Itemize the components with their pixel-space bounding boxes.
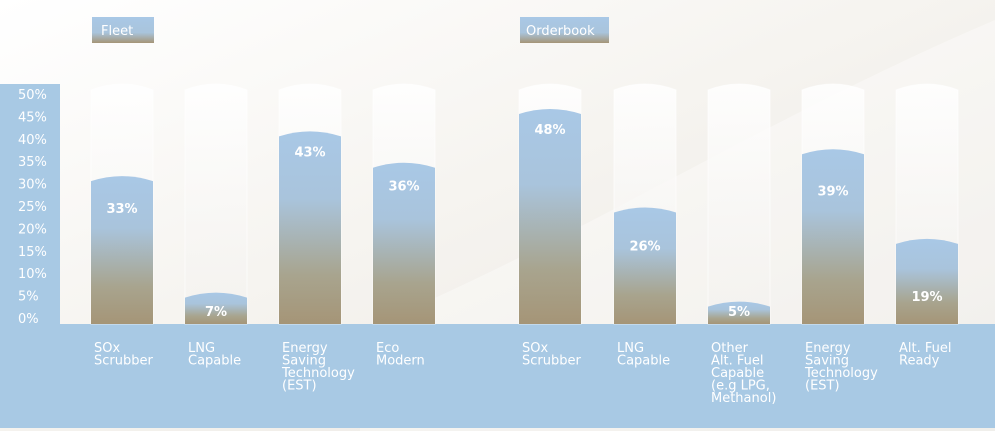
category-label: Scrubber [522,354,581,369]
category-label: Capable [188,354,241,369]
category-label: SOx [94,341,120,356]
y-tick-label: 25% [18,200,47,215]
bar-background [184,83,248,325]
bar-orderbook-2 [708,301,770,324]
legend-fleet-swatch [92,17,154,43]
y-tick-label: 50% [18,88,47,103]
bar-fleet-2 [279,131,341,324]
category-label: Methanol) [711,391,776,406]
category-label: Capable [711,366,764,381]
value-label: 5% [728,305,750,320]
category-labels: SOxScrubberLNGCapableEnergySavingTechnol… [94,341,951,406]
value-label: 39% [817,184,848,199]
category-label: Modern [376,354,425,369]
y-tick-label: 15% [18,245,47,260]
y-tick-label: 5% [18,290,39,305]
bar-orderbook-1 [614,207,676,324]
bar-fleet-1 [185,292,247,324]
y-tick-label: 10% [18,267,47,282]
category-label: (EST) [805,379,840,394]
y-tick-label: 0% [18,312,39,327]
bars [91,108,958,325]
category-label: Capable [617,354,670,369]
category-label: Technology [804,366,878,381]
value-label: 19% [911,290,942,305]
y-tick-label: 35% [18,155,47,170]
value-label: 43% [294,145,325,160]
legend-fleet-label: Fleet [101,24,133,39]
bar-orderbook-3 [802,149,864,324]
y-tick-label: 45% [18,110,47,125]
category-label: Other [711,341,749,356]
bar-orderbook-4 [896,238,958,324]
category-label: Technology [281,366,355,381]
legend-orderbook-label: Orderbook [526,24,595,39]
value-label: 48% [534,123,565,138]
category-label: Energy [282,341,328,356]
category-label: Alt. Fuel [711,354,763,369]
legend-orderbook-swatch [520,17,609,43]
category-label: Saving [805,354,849,369]
bar-fleet-3 [373,162,435,324]
category-label: Eco [376,341,399,356]
value-label: 26% [629,240,660,255]
y-axis-panel [0,84,60,324]
category-label: Saving [282,354,326,369]
y-axis-ticks: 0% 5% 10% 15% 20% 25% 30% 35% 40% 45% 50% [18,88,47,327]
y-tick-label: 30% [18,178,47,193]
category-label: LNG [617,341,644,356]
bar-background [707,83,771,325]
value-labels: 33% 7% 43% 36% 48% 26% 5% 39% 19% [106,123,942,320]
category-label: Energy [805,341,851,356]
category-label: SOx [522,341,548,356]
value-label: 7% [205,305,227,320]
y-tick-label: 20% [18,222,47,237]
y-tick-label: 40% [18,133,47,148]
category-label: LNG [188,341,215,356]
bar-orderbook-0 [519,108,581,325]
category-band [0,324,995,428]
category-label: Scrubber [94,354,153,369]
category-label: Alt. Fuel [899,341,951,356]
category-label: (e.g LPG, [711,379,770,394]
category-label: Ready [899,354,940,369]
bar-fleet-0 [91,176,153,324]
category-label: (EST) [282,379,317,394]
value-label: 33% [106,202,137,217]
value-label: 36% [388,180,419,195]
